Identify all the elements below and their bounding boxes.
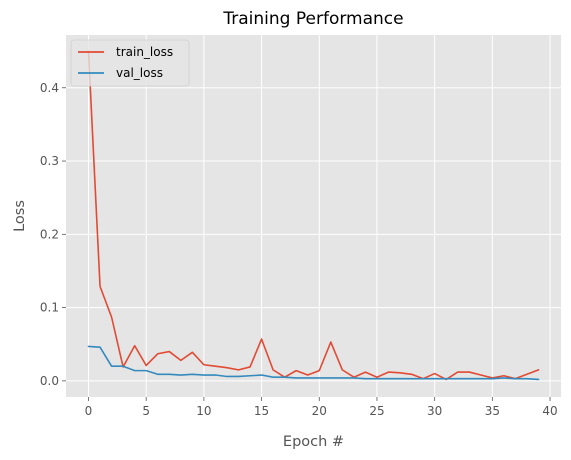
y-tick-label: 0.0: [40, 374, 59, 388]
y-tick-label: 0.2: [40, 227, 59, 241]
x-tick-label: 20: [312, 404, 327, 418]
legend-label-train-loss: train_loss: [116, 45, 173, 59]
series-line-val-loss: [87, 345, 540, 381]
y-tick-label: 0.1: [40, 301, 59, 315]
x-tick-label: 0: [85, 404, 93, 418]
series-line-train-loss: [87, 50, 540, 381]
y-tick-label: 0.3: [40, 154, 59, 168]
x-tick-label: 5: [142, 404, 150, 418]
legend-label-val-loss: val_loss: [116, 66, 163, 80]
x-tick-label: 10: [196, 404, 211, 418]
series-layer: [87, 50, 540, 381]
legend: train_loss val_loss: [70, 39, 190, 87]
tick-labels: 0 5 10 15 20 25 30 35 40 0.0 0.1 0.2 0.3 0.4: [40, 81, 558, 418]
x-axis-label: Epoch #: [283, 434, 344, 450]
y-tick-label: 0.4: [40, 81, 59, 95]
chart-title: Training Performance: [222, 9, 403, 29]
x-tick-label: 35: [485, 404, 500, 418]
y-axis-label: Loss: [12, 200, 28, 232]
grid-lines: [66, 35, 561, 397]
plot-background: [66, 35, 561, 397]
x-tick-label: 25: [369, 404, 384, 418]
x-tick-label: 40: [542, 404, 557, 418]
x-tick-label: 30: [427, 404, 442, 418]
x-tick-label: 15: [254, 404, 269, 418]
